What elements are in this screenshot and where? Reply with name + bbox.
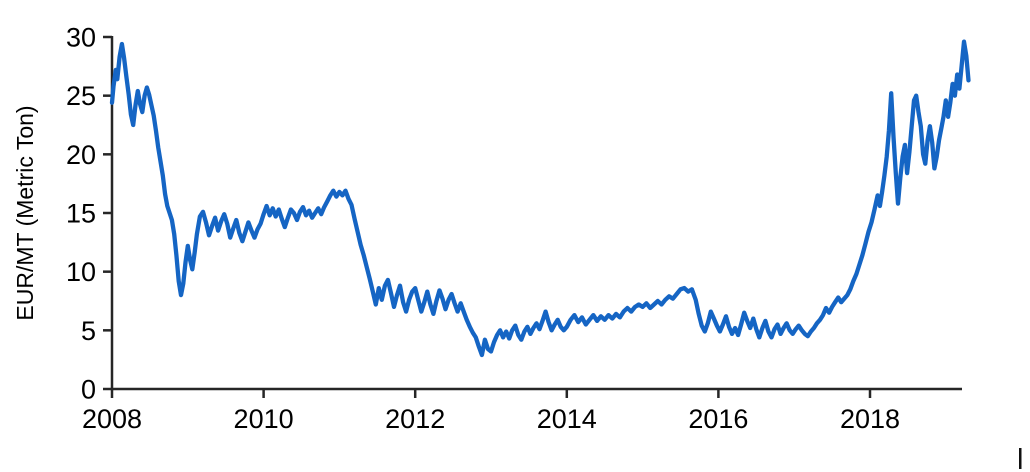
y-tick-label: 30 <box>66 23 96 53</box>
y-tick-label: 5 <box>81 316 96 346</box>
x-tick-label: 2018 <box>840 404 900 434</box>
x-tick-label: 2014 <box>537 404 597 434</box>
x-tick-label: 2016 <box>688 404 748 434</box>
y-tick-label: 10 <box>66 257 96 287</box>
x-axis-ticks: 2008 2010 2012 2014 2016 2018 <box>82 389 900 434</box>
y-tick-label: 15 <box>66 199 96 229</box>
x-tick-label: 2008 <box>82 404 142 434</box>
y-tick-label: 20 <box>66 140 96 170</box>
x-tick-label: 2012 <box>385 404 445 434</box>
y-tick-label: 0 <box>81 375 96 405</box>
x-tick-label: 2010 <box>234 404 294 434</box>
y-axis-title: EUR/MT (Metric Ton) <box>12 105 38 320</box>
text-cursor-artifact <box>1019 448 1022 469</box>
price-series-line <box>109 39 971 358</box>
axes <box>110 36 962 391</box>
y-tick-label: 25 <box>66 81 96 111</box>
y-axis-ticks: 0 5 10 15 20 25 30 <box>66 23 112 405</box>
